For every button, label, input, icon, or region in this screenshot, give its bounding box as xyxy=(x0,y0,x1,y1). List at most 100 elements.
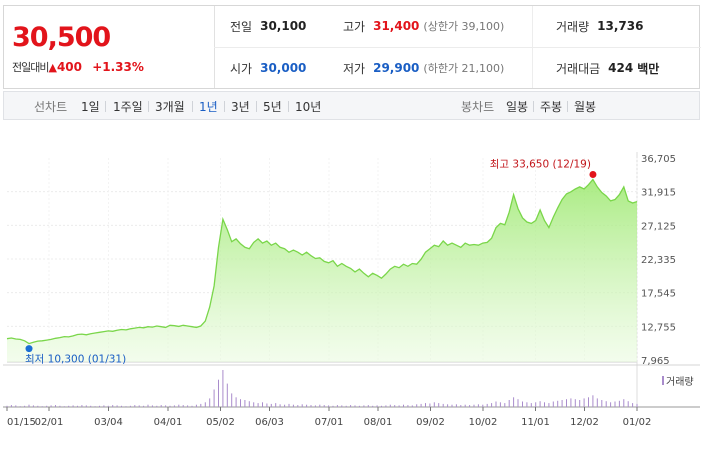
volume-bar xyxy=(314,405,316,407)
volume-bar xyxy=(112,405,114,407)
volume-bar xyxy=(24,405,26,407)
x-tick-label: 11/01 xyxy=(521,417,550,428)
tab-1-day[interactable]: 1일 xyxy=(81,100,100,114)
price-chart-svg[interactable]: 36,705 31,915 27,125 22,335 17,545 12,755 7,96… xyxy=(3,140,700,453)
trade-amount-label: 거래대금 xyxy=(556,61,601,76)
volume-bar xyxy=(610,402,612,407)
volume-bar xyxy=(548,403,550,407)
volume-bar xyxy=(411,405,413,407)
tab-1-week[interactable]: 1주일 xyxy=(113,100,143,114)
volume-bar xyxy=(41,406,43,407)
volume-bar xyxy=(10,405,12,407)
volume-bar xyxy=(539,401,541,407)
y-tick-label: 27,125 xyxy=(641,221,676,232)
tab-10-years[interactable]: 10년 xyxy=(295,100,322,114)
volume-bar xyxy=(200,403,202,407)
prev-close-value: 30,100 xyxy=(260,19,307,33)
volume-bar xyxy=(306,404,308,407)
volume-bar xyxy=(328,405,330,407)
tab-separator xyxy=(288,101,289,112)
x-tick-label: 09/02 xyxy=(416,417,445,428)
change-amount: 400 xyxy=(56,60,83,74)
volume-bar xyxy=(310,405,312,407)
volume-bar xyxy=(618,400,620,407)
volume-bar xyxy=(182,405,184,407)
volume-bar xyxy=(420,403,422,407)
volume-bar xyxy=(81,405,83,407)
open-label: 시가 xyxy=(230,61,253,76)
volume-bar xyxy=(129,405,131,407)
tab-separator xyxy=(533,101,534,112)
volume-bar xyxy=(46,405,48,407)
volume-bar xyxy=(270,403,272,407)
volume-bar xyxy=(222,370,224,407)
volume-bar xyxy=(279,404,281,407)
prev-close-label: 전일 xyxy=(230,19,253,34)
y-tick-label: 12,755 xyxy=(641,322,676,333)
tab-5-years[interactable]: 5년 xyxy=(263,100,282,114)
volume-bar xyxy=(350,405,352,407)
volume-bar xyxy=(363,405,365,407)
tab-3-months[interactable]: 3개월 xyxy=(155,100,185,114)
volume: 거래량 13,736 xyxy=(556,6,643,46)
volume-bar xyxy=(522,401,523,407)
volume-bar xyxy=(156,405,158,407)
volume-bar xyxy=(72,405,74,407)
volume-bar xyxy=(28,404,30,407)
volume-bar xyxy=(464,404,466,407)
prev-close: 전일 30,100 xyxy=(230,6,306,46)
volume-bar xyxy=(143,405,145,407)
volume-bar xyxy=(262,402,263,407)
volume-bar xyxy=(336,405,338,407)
low-label: 저가 xyxy=(343,61,366,76)
tab-monthly-candle[interactable]: 월봉 xyxy=(574,100,597,114)
x-tick-label: 06/03 xyxy=(255,417,284,428)
volume-bar xyxy=(15,405,17,407)
volume-bar xyxy=(557,400,559,407)
volume-bar xyxy=(499,402,501,407)
volume-bar xyxy=(508,400,510,407)
tab-3-years[interactable]: 3년 xyxy=(231,100,250,114)
tab-1-year[interactable]: 1년 xyxy=(199,100,218,114)
lower-limit: (하한가 21,100) xyxy=(423,62,505,75)
volume-bar xyxy=(59,405,61,407)
change-label: 전일대비 xyxy=(12,61,49,74)
volume-bar xyxy=(226,383,228,407)
volume-bar xyxy=(504,403,506,407)
volume-bar xyxy=(187,405,189,407)
volume-bar xyxy=(204,402,206,407)
volume-bar xyxy=(37,405,39,407)
upper-limit: (상한가 39,100) xyxy=(423,20,505,33)
volume-bar xyxy=(235,397,237,407)
tab-separator xyxy=(224,101,225,112)
y-tick-label: 36,705 xyxy=(641,154,676,165)
change-line: 전일대비▲400 +1.33% xyxy=(12,59,144,75)
volume-bar xyxy=(385,405,387,407)
x-tick-label: 02/01 xyxy=(35,417,64,428)
volume-bar xyxy=(632,403,634,407)
volume-bar xyxy=(438,403,440,407)
candle-chart-label: 봉차트 xyxy=(461,100,495,114)
trade-amount-unit: 백만 xyxy=(637,61,660,76)
volume-bar xyxy=(416,404,418,407)
tab-weekly-candle[interactable]: 주봉 xyxy=(540,100,563,114)
volume-bar xyxy=(579,400,581,407)
price-chart[interactable]: 36,705 31,915 27,125 22,335 17,545 12,755 7,96… xyxy=(3,140,700,453)
volume-bar xyxy=(297,405,299,407)
volume-bar xyxy=(231,393,233,407)
volume-bar xyxy=(345,405,347,407)
x-tick-label: 05/02 xyxy=(206,417,235,428)
volume-bar xyxy=(160,405,162,407)
y-tick-label: 31,915 xyxy=(641,188,676,199)
volume-bar xyxy=(376,405,378,407)
x-tick-label: 04/01 xyxy=(154,417,183,428)
volume-bar xyxy=(68,405,70,407)
volume-bar xyxy=(99,405,100,407)
high-value: 31,400 xyxy=(373,19,420,33)
chart-period-tabs: 선차트 1일 1주일 3개월 1년 3년 5년 10년 봉차트 일봉 주봉 월봉 xyxy=(3,91,700,120)
volume-bar xyxy=(433,402,435,407)
volume-bar xyxy=(248,401,250,407)
tab-daily-candle[interactable]: 일봉 xyxy=(506,100,529,114)
volume-bar xyxy=(147,404,149,407)
x-tick-label: 08/01 xyxy=(364,417,393,428)
